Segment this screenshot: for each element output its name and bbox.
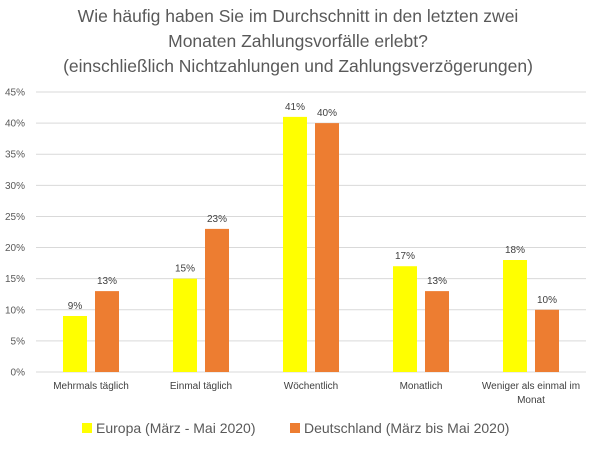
bar-series-0-cat-0 [63,316,87,372]
x-category-label: Monatlich [400,381,443,392]
legend: Europa (März - Mai 2020) Deutschland (Mär… [82,420,509,436]
bar-series-1-cat-3 [425,291,449,372]
y-tick-label: 40% [5,119,25,130]
data-label: 13% [427,276,447,287]
y-tick-label: 0% [11,368,26,379]
data-label: 23% [207,214,227,225]
y-tick-label: 20% [5,243,25,254]
bars [63,116,559,372]
y-tick-label: 30% [5,181,25,192]
chart-title-line: Wie häufig haben Sie im Durchschnitt in … [78,6,519,26]
data-label: 9% [68,301,83,312]
data-label: 15% [175,264,195,275]
data-label: 13% [97,276,117,287]
chart-title-line: Monaten Zahlungsvorfälle erlebt? [168,31,428,51]
bar-series-0-cat-2 [283,116,307,372]
legend-swatch [290,423,300,433]
bar-series-0-cat-3 [393,266,417,372]
bar-series-1-cat-0 [95,291,119,372]
y-tick-label: 15% [5,274,25,285]
legend-swatch [82,423,92,433]
legend-label: Europa (März - Mai 2020) [96,420,256,436]
y-tick-label: 25% [5,212,25,223]
x-category-label: Weniger als einmal im [482,381,580,392]
y-tick-label: 45% [5,88,25,99]
chart-title-line: (einschließlich Nichtzahlungen und Zahlu… [63,56,533,76]
y-tick-label: 5% [11,336,26,347]
data-label: 40% [317,108,337,119]
chart-title: Wie häufig haben Sie im Durchschnitt in … [63,6,533,76]
data-label: 18% [505,245,525,256]
bar-series-1-cat-2 [315,123,339,372]
x-category-label: Monat [517,395,545,406]
data-label: 41% [285,102,305,113]
y-tick-label: 10% [5,305,25,316]
gridlines [36,91,586,342]
bar-series-1-cat-1 [205,228,229,372]
x-category-label: Wöchentlich [284,381,338,392]
x-category-label: Mehrmals täglich [53,381,129,392]
bar-series-0-cat-4 [503,260,527,372]
y-tick-label: 35% [5,150,25,161]
bar-series-1-cat-4 [535,309,559,372]
data-label: 17% [395,251,415,262]
legend-label: Deutschland (März bis Mai 2020) [304,420,509,436]
x-category-label: Einmal täglich [170,381,232,392]
y-axis-ticks: 0% 5% 10% 15% 20% 25% 30% 35% 40% 45% [5,88,25,379]
x-axis-categories: Mehrmals täglich Einmal täglich Wöchentlic… [53,381,580,406]
bar-series-0-cat-1 [173,278,197,372]
data-label: 10% [537,295,557,306]
data-labels: 9% 13% 15% 23% 41% 40% 17% 13% 18% 10% [68,102,557,312]
